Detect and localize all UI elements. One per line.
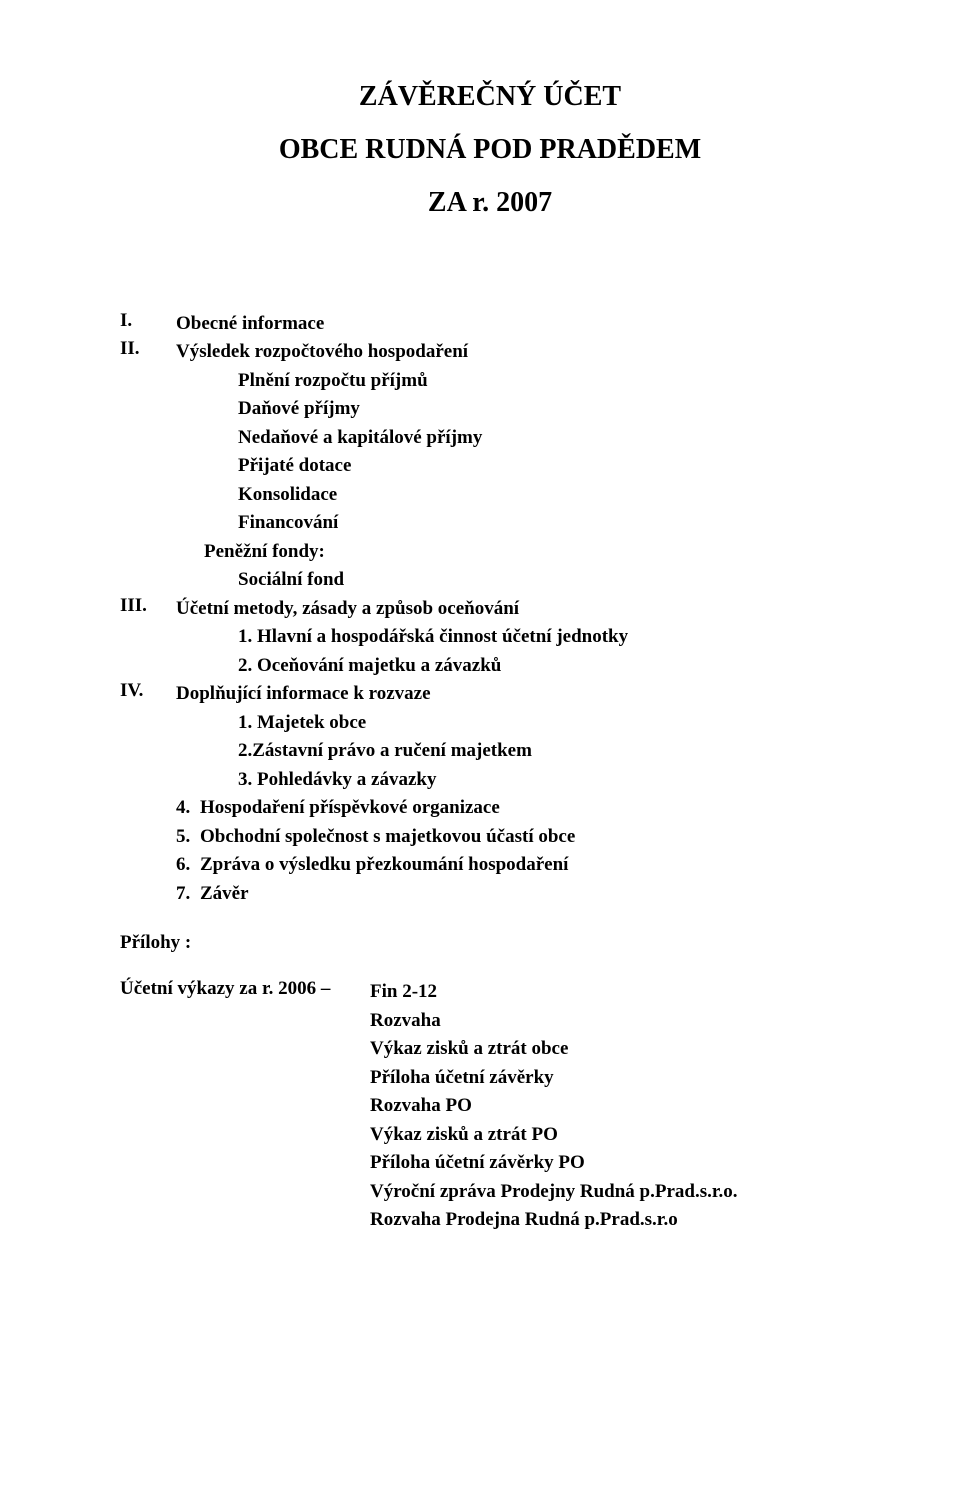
title-line-2: OBCE RUDNÁ POD PRADĚDEM	[120, 123, 860, 176]
toc-ii-sub-0: Plnění rozpočtu příjmů	[238, 367, 860, 396]
title-block: ZÁVĚREČNÝ ÚČET OBCE RUDNÁ POD PRADĚDEM Z…	[120, 70, 860, 230]
title-line-1: ZÁVĚREČNÝ ÚČET	[120, 70, 860, 123]
toc-text-ii: Výsledek rozpočtového hospodaření	[176, 338, 860, 367]
toc-ii-sub-1: Daňové příjmy	[238, 395, 860, 424]
appendix-item-8: Rozvaha Prodejna Rudná p.Prad.s.r.o	[370, 1206, 860, 1235]
toc-num-7-text: Závěr	[200, 880, 860, 909]
toc-ii-sub2: Sociální fond	[176, 566, 860, 595]
toc-iv-sub-1: 2.Zástavní právo a ručení majetkem	[238, 737, 860, 766]
toc-ii-sub-4: Konsolidace	[238, 481, 860, 510]
toc-item-ii: II. Výsledek rozpočtového hospodaření Pl…	[120, 338, 860, 595]
toc-ii-sublist: Plnění rozpočtu příjmů Daňové příjmy Ned…	[176, 367, 860, 538]
toc-num-4-text: Hospodaření příspěvkové organizace	[200, 794, 860, 823]
toc-roman-iii: III.	[120, 595, 176, 617]
toc-num-7: 7. Závěr	[176, 880, 860, 909]
toc-block: I. Obecné informace II. Výsledek rozpočt…	[120, 310, 860, 909]
toc-num-7-label: 7.	[176, 880, 200, 909]
toc-text-i: Obecné informace	[176, 310, 860, 339]
toc-item-i: I. Obecné informace	[120, 310, 860, 339]
appendix-list: Účetní výkazy za r. 2006 – Fin 2-12 Rozv…	[120, 978, 860, 1235]
toc-num-6: 6. Zpráva o výsledku přezkoumání hospoda…	[176, 851, 860, 880]
toc-text-iii: Účetní metody, zásady a způsob oceňování	[176, 595, 860, 624]
toc-num-4: 4. Hospodaření příspěvkové organizace	[176, 794, 860, 823]
appendix-item-0: Fin 2-12	[370, 978, 860, 1007]
appendix-item-1: Rozvaha	[370, 1007, 860, 1036]
toc-ii-fondy: Peněžní fondy:	[176, 538, 860, 567]
appendix-item-5: Výkaz zisků a ztrát PO	[370, 1121, 860, 1150]
toc-num-5-text: Obchodní společnost s majetkovou účastí …	[200, 823, 860, 852]
toc-num-4-label: 4.	[176, 794, 200, 823]
appendix-left: Účetní výkazy za r. 2006 –	[120, 978, 370, 1000]
appendix-item-2: Výkaz zisků a ztrát obce	[370, 1035, 860, 1064]
toc-text-iv: Doplňující informace k rozvaze	[176, 680, 860, 709]
toc-item-numbered: 4. Hospodaření příspěvkové organizace 5.…	[120, 794, 860, 908]
toc-num-5-label: 5.	[176, 823, 200, 852]
appendix-item-7: Výroční zpráva Prodejny Rudná p.Prad.s.r…	[370, 1178, 860, 1207]
toc-num-6-text: Zpráva o výsledku přezkoumání hospodařen…	[200, 851, 860, 880]
toc-iii-sub-0: 1. Hlavní a hospodářská činnost účetní j…	[238, 623, 860, 652]
toc-roman-ii: II.	[120, 338, 176, 360]
toc-item-iv: IV. Doplňující informace k rozvaze 1. Ma…	[120, 680, 860, 794]
toc-ii-sub-2: Nedaňové a kapitálové příjmy	[238, 424, 860, 453]
toc-num-5: 5. Obchodní společnost s majetkovou účas…	[176, 823, 860, 852]
toc-iv-sub-0: 1. Majetek obce	[238, 709, 860, 738]
appendix-item-3: Příloha účetní závěrky	[370, 1064, 860, 1093]
toc-ii-sub-3: Přijaté dotace	[238, 452, 860, 481]
toc-roman-i: I.	[120, 310, 176, 332]
appendix-label: Přílohy :	[120, 932, 860, 954]
appendix-right: Fin 2-12 Rozvaha Výkaz zisků a ztrát obc…	[370, 978, 860, 1235]
toc-roman-iv: IV.	[120, 680, 176, 702]
toc-iv-sub-2: 3. Pohledávky a závazky	[238, 766, 860, 795]
toc-num-6-label: 6.	[176, 851, 200, 880]
appendix-item-6: Příloha účetní závěrky PO	[370, 1149, 860, 1178]
appendix-item-4: Rozvaha PO	[370, 1092, 860, 1121]
toc-item-iii: III. Účetní metody, zásady a způsob oceň…	[120, 595, 860, 681]
title-line-3: ZA r. 2007	[120, 176, 860, 229]
toc-ii-sub-5: Financování	[238, 509, 860, 538]
toc-iii-sub-1: 2. Oceňování majetku a závazků	[238, 652, 860, 681]
